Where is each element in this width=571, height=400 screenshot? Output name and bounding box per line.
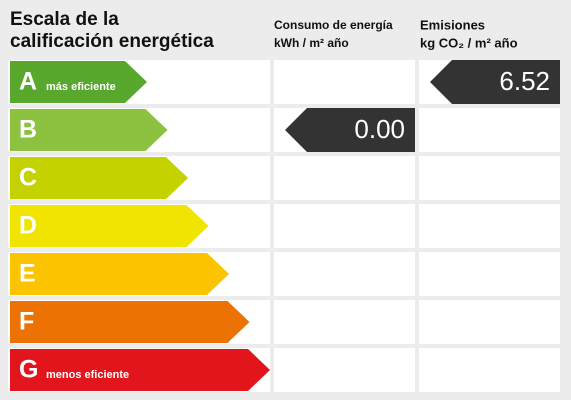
title: Escala de la (10, 9, 119, 30)
rating-letter: B (19, 116, 37, 144)
consumption-cell (274, 204, 415, 248)
rating-arrow (10, 253, 229, 295)
rating-letter: E (19, 260, 36, 288)
consumption-marker: 0.00 (285, 108, 415, 152)
marker-value: 6.52 (499, 66, 550, 96)
rating-arrow (10, 301, 250, 343)
emissions-cell (419, 300, 560, 344)
marker-arrow (430, 60, 560, 104)
rating-arrow (10, 349, 270, 391)
rating-letter: A (19, 68, 37, 96)
consumption-cell (274, 300, 415, 344)
rating-arrow (10, 205, 209, 247)
rating-note: más eficiente (46, 81, 116, 93)
consumption-cell (274, 60, 415, 104)
rating-arrow (10, 157, 188, 199)
rating-letter: G (19, 356, 38, 384)
consumption-cell (274, 252, 415, 296)
column-unit: kWh / m² año (274, 36, 349, 50)
emissions-cell (419, 156, 560, 200)
emissions-cell (419, 108, 560, 152)
marker-arrow (285, 108, 415, 152)
emissions-cell (419, 204, 560, 248)
column-header: Consumo de energía (274, 18, 393, 32)
consumption-cell (274, 348, 415, 392)
rating-arrow (10, 61, 147, 103)
rating-arrow (10, 109, 168, 151)
emissions-marker: 6.52 (430, 60, 560, 104)
rating-note: menos eficiente (46, 369, 129, 381)
rating-letter: C (19, 164, 37, 192)
consumption-cell (274, 156, 415, 200)
column-header: Emisiones (420, 17, 485, 32)
rating-letter: F (19, 308, 34, 336)
title: calificación energética (10, 31, 214, 52)
column-unit: kg CO₂ / m² año (420, 35, 518, 50)
rating-letter: D (19, 212, 37, 240)
emissions-cell (419, 252, 560, 296)
marker-value: 0.00 (354, 114, 405, 144)
emissions-cell (419, 348, 560, 392)
